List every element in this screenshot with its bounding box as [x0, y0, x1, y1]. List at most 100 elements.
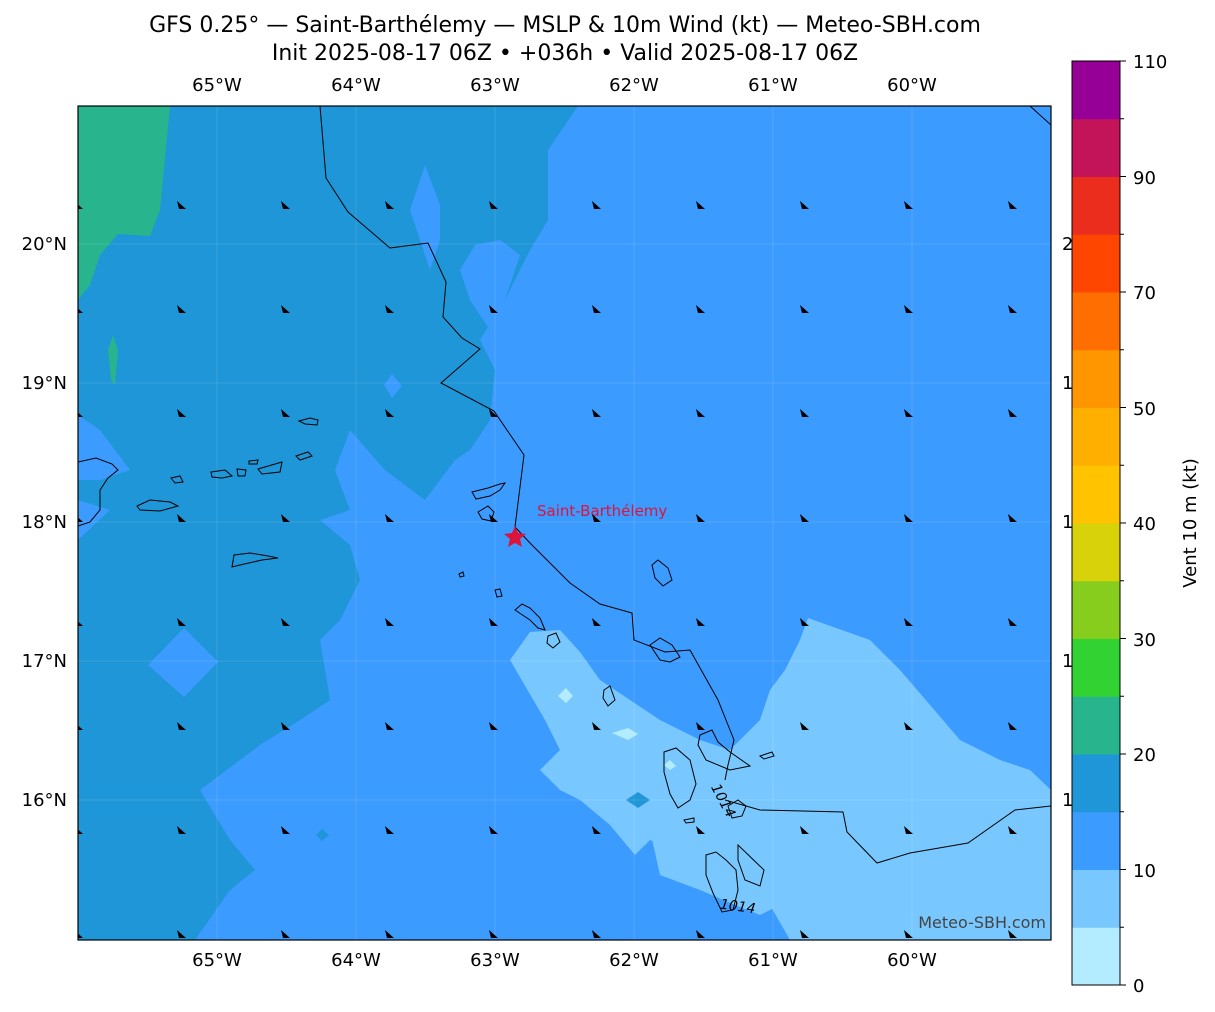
colorbar-segment [1072, 118, 1120, 177]
wind-zone-10-15-west [460, 240, 520, 330]
colorbar-tick: 40 [1133, 514, 1156, 535]
lon-tick: 61°W [748, 75, 798, 96]
isobar-label-2: 1014 [719, 897, 757, 918]
wind-arrow-icon [281, 930, 290, 938]
wind-zone-5-10 [510, 618, 1051, 940]
st-kitts-coast [514, 603, 546, 631]
wind-arrow-icon [78, 829, 83, 834]
isobar-line-east [724, 799, 1051, 864]
antigua-coast [649, 637, 681, 663]
map-area: 1014 1014 [78, 106, 1051, 940]
wind-arrow-icon [800, 618, 809, 626]
colorbar [1071, 60, 1126, 986]
wind-arrow-icon [78, 412, 83, 417]
bvi-coast [257, 461, 283, 475]
wind-arrow-icon [489, 305, 498, 313]
colorbar-tick: 20 [1133, 745, 1156, 766]
colorbar-segment [1072, 927, 1120, 986]
wind-arrow-icon [177, 409, 186, 417]
colorbar-tick: 70 [1133, 283, 1156, 304]
wind-arrow-icon [385, 618, 394, 626]
colorbar-segment [1072, 869, 1120, 928]
wind-arrow-icon [385, 201, 394, 209]
wind-arrow-icon [385, 514, 394, 522]
colorbar-tick: 30 [1133, 630, 1156, 651]
wind-arrow-icon [177, 722, 186, 730]
lat-ticks-left: 20°N 19°N 18°N 17°N 16°N [22, 234, 67, 811]
wind-zone-10-15-blob [384, 374, 402, 398]
wind-arrow-icon [489, 514, 498, 522]
wind-arrow-icon [904, 826, 913, 834]
colorbar-segment [1072, 407, 1120, 466]
wind-arrow-icon [1008, 826, 1017, 834]
wind-arrow-icon [904, 618, 913, 626]
lat-tick: 16°N [22, 790, 67, 811]
wind-arrow-icon [177, 618, 186, 626]
wind-arrow-icon [177, 930, 186, 938]
colorbar-segment [1072, 696, 1120, 755]
colorbar-segment [1072, 638, 1120, 697]
colorbar-tick: 0 [1133, 976, 1144, 997]
wind-arrow-icon [177, 201, 186, 209]
wind-arrow-icon [385, 930, 394, 938]
vieques-coast [136, 499, 180, 512]
wind-arrow-icon [696, 618, 705, 626]
colorbar-segment [1072, 349, 1120, 408]
colorbar-ticks: 0 10 20 30 40 50 70 90 110 [1133, 52, 1167, 997]
colorbar-segment [1072, 234, 1120, 293]
wind-arrow-icon [489, 826, 498, 834]
lat-tick: 20°N [22, 234, 67, 255]
wind-arrow-icon [385, 409, 394, 417]
wind-arrow-icon [592, 201, 601, 209]
wind-arrow-icon [800, 514, 809, 522]
colorbar-tick: 50 [1133, 399, 1156, 420]
wind-arrow-icon [489, 930, 498, 938]
wind-arrow-icon [696, 930, 705, 938]
location-star-icon [504, 526, 526, 547]
wind-arrow-icon [385, 305, 394, 313]
wind-arrow-icon [177, 826, 186, 834]
lat-tick: 18°N [22, 512, 67, 533]
wind-arrow-icon [592, 722, 601, 730]
wind-arrow-icon [904, 722, 913, 730]
lon-tick: 64°W [331, 75, 381, 96]
location-label: Saint-Barthélemy [537, 502, 667, 520]
lat-tick: 17°N [22, 651, 67, 672]
lat-tick: 19°N [22, 373, 67, 394]
colorbar-segment [1072, 465, 1120, 524]
colorbar-segment [1072, 754, 1120, 813]
wind-zone-0-5-b [612, 728, 638, 740]
wind-arrow-icon [78, 517, 83, 522]
wind-arrow-icon [385, 722, 394, 730]
wind-arrow-icon [592, 618, 601, 626]
wind-arrow-field [78, 201, 1017, 938]
statia-coast [494, 588, 503, 598]
wind-arrow-icon [489, 618, 498, 626]
colorbar-segment [1072, 176, 1120, 235]
colorbar-segment [1072, 811, 1120, 870]
wind-arrow-icon [696, 826, 705, 834]
map-frame [77, 105, 1052, 941]
wind-arrow-icon [904, 201, 913, 209]
coastlines [78, 417, 775, 913]
wind-arrow-icon [78, 308, 83, 313]
wind-arrow-icon [904, 930, 913, 938]
lon-tick: 60°W [887, 75, 937, 96]
guadeloupe-basse-terre-coast [663, 747, 697, 809]
graticule [78, 106, 1051, 940]
wind-arrow-icon [800, 930, 809, 938]
wind-arrow-icon [1008, 722, 1017, 730]
wind-arrow-icon [281, 201, 290, 209]
colorbar-tick: 110 [1133, 52, 1167, 73]
wind-arrow-icon [281, 826, 290, 834]
colorbar-segment [1072, 580, 1120, 639]
wind-zone-10-15-finger [410, 165, 440, 270]
lon-tick: 62°W [609, 75, 659, 96]
lon-ticks-bottom: 65°W 64°W 63°W 62°W 61°W 60°W [192, 950, 937, 971]
st-croix-coast [231, 552, 279, 568]
wind-arrow-icon [281, 514, 290, 522]
wind-arrow-icon [78, 933, 83, 938]
wind-zone-20-25-small [108, 335, 118, 385]
colorbar-segment [1072, 523, 1120, 582]
